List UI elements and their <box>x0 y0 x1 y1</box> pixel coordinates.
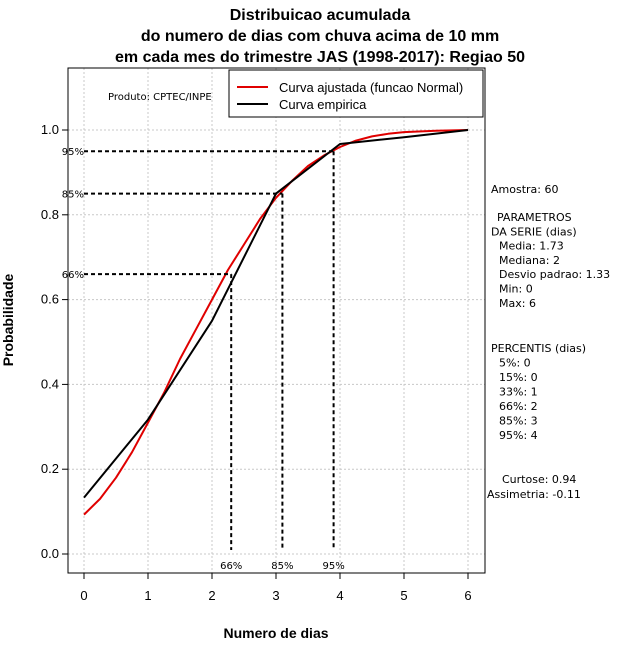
percentile-label-y: 85% <box>62 190 84 201</box>
title-line-2: do numero de dias com chuva acima de 10 … <box>141 28 499 45</box>
params-line: PARAMETROS <box>497 211 572 224</box>
y-tick-label: 0.2 <box>41 461 59 476</box>
params-line: DA SERIE (dias) <box>491 225 577 238</box>
percentis-line: 33%: 1 <box>499 386 538 399</box>
series-line-1 <box>83 129 469 516</box>
legend-label: Curva ajustada (funcao Normal) <box>279 80 463 95</box>
y-tick-label: 0.8 <box>41 207 59 222</box>
params-line: Mediana: 2 <box>499 254 560 267</box>
title-line-3: em cada mes do trimestre JAS (1998-2017)… <box>115 49 525 66</box>
x-tick-label: 1 <box>144 588 151 603</box>
annotations: Produto: CPTEC/INPE <box>108 92 212 103</box>
params-line: Max: 6 <box>499 297 536 310</box>
percentile-label-x: 66% <box>220 561 242 572</box>
x-tick-label: 4 <box>336 588 343 603</box>
skewness: Assimetria: -0.11 <box>487 488 581 501</box>
percentile-label-x: 85% <box>271 561 293 572</box>
chart-title: Distribuicao acumulada do numero de dias … <box>115 7 525 66</box>
x-tick-label: 6 <box>464 588 471 603</box>
legend-box <box>228 69 484 118</box>
percentis-line: 15%: 0 <box>499 371 538 384</box>
y-axis-label: Probabilidade <box>0 274 16 367</box>
params-line: Media: 1.73 <box>499 240 564 253</box>
percentis-line: 85%: 3 <box>499 415 538 428</box>
kurtosis: Curtose: 0.94 <box>502 473 576 486</box>
percentis-line: 95%: 4 <box>499 429 538 442</box>
legend-label: Curva empirica <box>279 97 367 112</box>
x-tick-label: 5 <box>400 588 407 603</box>
sample-size: Amostra: 60 <box>491 183 558 196</box>
product-label: Produto: CPTEC/INPE <box>108 92 212 103</box>
grid <box>68 68 485 573</box>
percentile-label-y: 95% <box>62 147 84 158</box>
y-tick-label: 0.6 <box>41 292 59 307</box>
percentis-line: 5%: 0 <box>499 357 531 370</box>
y-tick-label: 0.0 <box>41 546 59 561</box>
percentis-line: PERCENTIS (dias) <box>491 342 586 355</box>
legend: Curva ajustada (funcao Normal) Curva empi… <box>228 69 484 118</box>
x-axis-label: Numero de dias <box>223 625 328 641</box>
percentile-label-x: 95% <box>322 561 344 572</box>
params-line: Min: 0 <box>499 283 533 296</box>
y-tick-label: 1.0 <box>41 122 59 137</box>
title-line-1: Distribuicao acumulada <box>230 7 411 24</box>
x-tick-label: 2 <box>208 588 215 603</box>
axes: 0 1 2 3 4 5 6 0.0 0.2 0.4 0.6 0.8 1.0 Numero de dias P… <box>0 122 472 641</box>
percentis-line: 66%: 2 <box>499 400 538 413</box>
percentile-label-y: 66% <box>62 270 84 281</box>
percentile-markers: 66% 66% 85% 85% 95% 95% <box>62 147 345 572</box>
x-tick-label: 0 <box>80 588 87 603</box>
y-tick-label: 0.4 <box>41 376 59 391</box>
params-line: Desvio padrao: 1.33 <box>499 268 610 281</box>
x-tick-label: 3 <box>272 588 279 603</box>
